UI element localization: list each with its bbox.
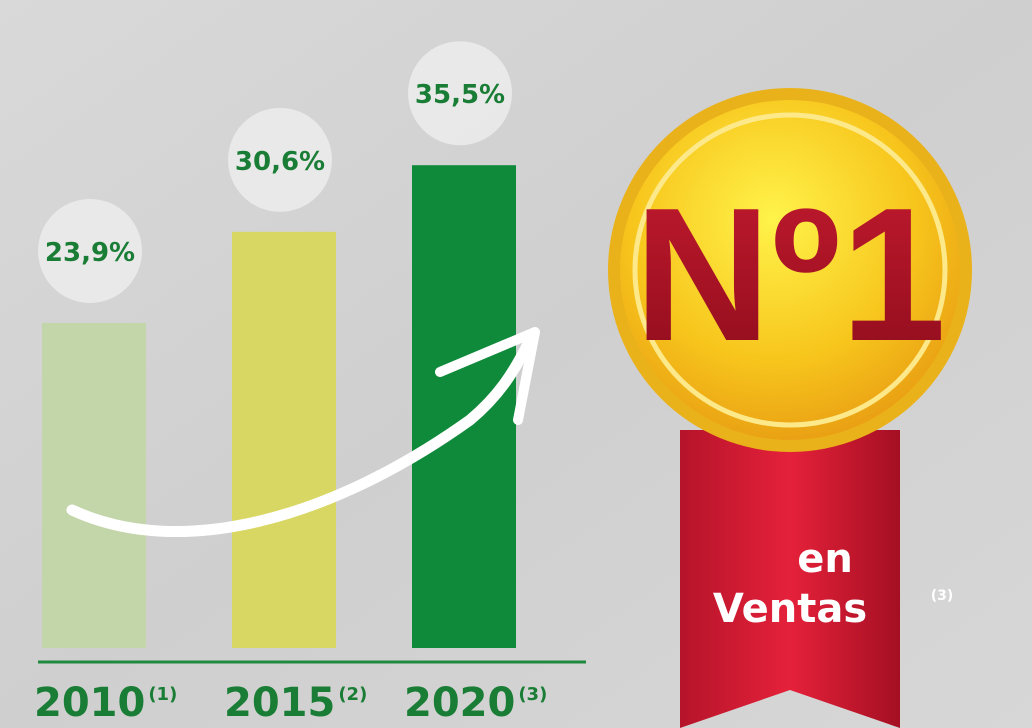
badge: Nº1 en Ventas (3)	[608, 88, 972, 728]
badge-line: en	[797, 536, 853, 582]
bar	[232, 231, 336, 648]
category-note: (3)	[518, 684, 547, 705]
badge-note: (3)	[931, 588, 954, 604]
x-tick-label: 2010 (1)	[34, 680, 177, 726]
arrow	[66, 334, 536, 537]
category: 2010	[34, 680, 145, 726]
bar	[42, 322, 146, 648]
label-bubble	[38, 198, 142, 303]
x-tick-label: 2015 (2)	[224, 680, 367, 726]
data-label: 35,5%	[415, 80, 505, 110]
ribbon	[680, 430, 900, 728]
x-tick-label: 2020 (3)	[404, 680, 547, 726]
label-bubble	[408, 41, 512, 146]
arrow-head	[435, 327, 540, 425]
category: 2015	[224, 680, 335, 726]
medal-ring	[632, 112, 948, 428]
badge-title: Nº1	[634, 169, 946, 381]
data-label: 23,9%	[45, 238, 135, 268]
bar	[412, 165, 516, 648]
category-note: (1)	[148, 684, 177, 705]
category: 2020	[404, 680, 515, 726]
medal	[620, 100, 960, 440]
bar-group: 23,9% 2010 (1) 30,6% 2015 (2) 35,5% 2020 (3)	[34, 41, 547, 726]
badge-line: Ventas	[713, 586, 867, 632]
label-bubble	[228, 107, 332, 212]
category-note: (2)	[338, 684, 367, 705]
data-label: 30,6%	[235, 147, 325, 177]
